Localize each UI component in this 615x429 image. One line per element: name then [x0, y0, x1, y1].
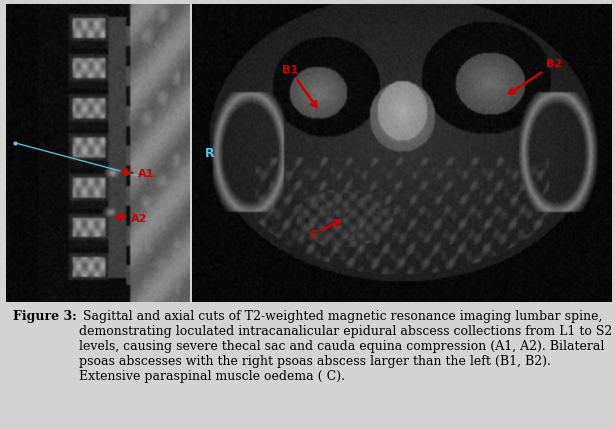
Text: Sagittal and axial cuts of T2-weighted magnetic resonance imaging lumbar spine, : Sagittal and axial cuts of T2-weighted m…	[79, 310, 612, 383]
Text: R: R	[205, 147, 215, 160]
Text: B2: B2	[509, 59, 563, 94]
Text: B1: B1	[282, 65, 317, 107]
Text: A1: A1	[122, 169, 154, 179]
Text: Figure 3:: Figure 3:	[14, 310, 77, 323]
Text: C: C	[309, 220, 340, 240]
Text: A2: A2	[116, 214, 147, 224]
